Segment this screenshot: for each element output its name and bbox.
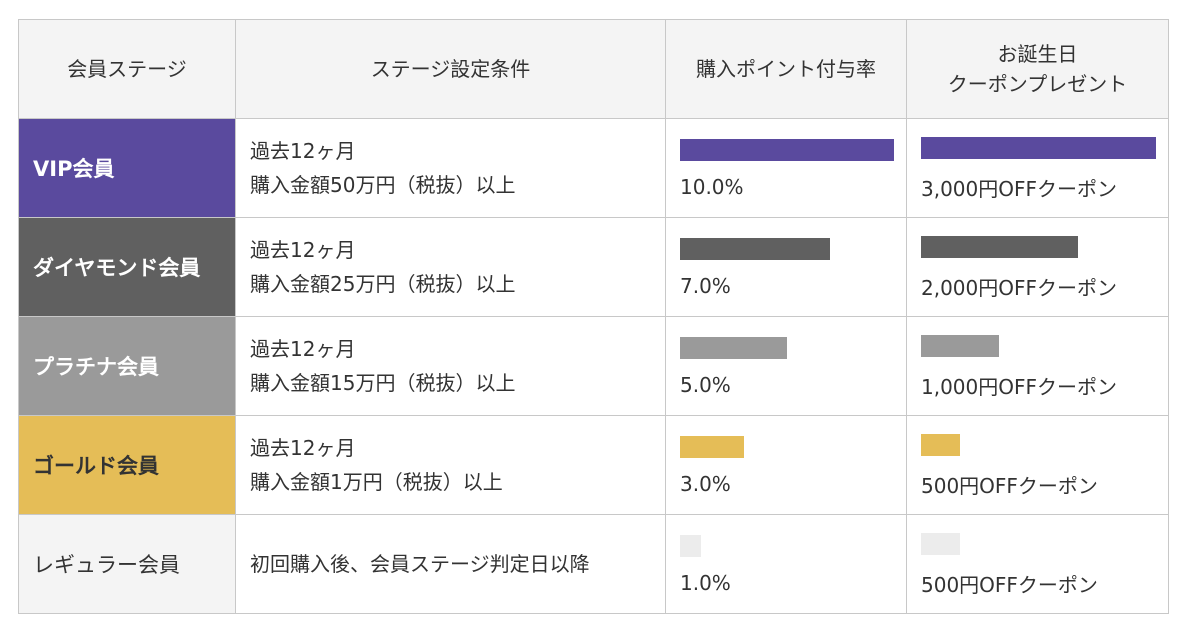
stage-cell: ダイヤモンド会員 <box>18 217 236 317</box>
points-cell: 7.0% <box>665 217 907 317</box>
points-value: 10.0% <box>680 175 744 199</box>
points-value: 5.0% <box>680 373 731 397</box>
stage-cell: プラチナ会員 <box>18 316 236 416</box>
points-bar <box>680 436 745 458</box>
table-row: レギュラー会員 初回購入後、会員ステージ判定日以降 1.0% 500円OFFクー… <box>18 514 1169 614</box>
stage-cell: VIP会員 <box>18 118 236 218</box>
coupon-cell: 1,000円OFFクーポン <box>906 316 1169 416</box>
stage-cell: レギュラー会員 <box>18 514 236 614</box>
member-stage-table: 会員ステージ ステージ設定条件 購入ポイント付与率 お誕生日 クーポンプレゼント… <box>18 19 1169 614</box>
condition-cell: 過去12ヶ月 購入金額25万円（税抜）以上 <box>235 217 666 317</box>
coupon-bar <box>921 136 1156 159</box>
condition-cell: 初回購入後、会員ステージ判定日以降 <box>235 514 666 614</box>
points-value: 3.0% <box>680 472 731 496</box>
coupon-value: 500円OFFクーポン <box>921 473 1098 498</box>
points-cell: 3.0% <box>665 415 907 515</box>
condition-line-1: 過去12ヶ月 <box>250 139 356 163</box>
coupon-value: 500円OFFクーポン <box>921 572 1098 597</box>
coupon-value: 2,000円OFFクーポン <box>921 275 1118 300</box>
table-row: ダイヤモンド会員 過去12ヶ月 購入金額25万円（税抜）以上 7.0% 2,00… <box>18 217 1169 317</box>
condition-line-2: 購入金額15万円（税抜）以上 <box>250 371 516 395</box>
condition-cell: 過去12ヶ月 購入金額50万円（税抜）以上 <box>235 118 666 218</box>
condition-line-1: 過去12ヶ月 <box>250 337 356 361</box>
condition-line-2: 購入金額25万円（税抜）以上 <box>250 272 516 296</box>
table-row: VIP会員 過去12ヶ月 購入金額50万円（税抜）以上 10.0% 3,000円… <box>18 118 1169 218</box>
coupon-value: 1,000円OFFクーポン <box>921 374 1118 399</box>
points-bar <box>680 337 787 359</box>
condition-line-1: 過去12ヶ月 <box>250 436 356 460</box>
points-bar <box>680 535 702 557</box>
points-cell: 5.0% <box>665 316 907 416</box>
condition-line-2: 購入金額1万円（税抜）以上 <box>250 470 503 494</box>
coupon-cell: 500円OFFクーポン <box>906 514 1169 614</box>
header-birthday-line1: お誕生日 <box>997 42 1078 66</box>
condition-cell: 過去12ヶ月 購入金額1万円（税抜）以上 <box>235 415 666 515</box>
condition-cell: 過去12ヶ月 購入金額15万円（税抜）以上 <box>235 316 666 416</box>
header-points: 購入ポイント付与率 <box>665 19 907 119</box>
header-birthday-coupon: お誕生日 クーポンプレゼント <box>906 19 1169 119</box>
table-row: プラチナ会員 過去12ヶ月 購入金額15万円（税抜）以上 5.0% 1,000円… <box>18 316 1169 416</box>
header-birthday-line2: クーポンプレゼント <box>947 72 1128 96</box>
points-cell: 10.0% <box>665 118 907 218</box>
coupon-cell: 2,000円OFFクーポン <box>906 217 1169 317</box>
condition-line-1: 初回購入後、会員ステージ判定日以降 <box>250 552 590 576</box>
coupon-value: 3,000円OFFクーポン <box>921 176 1118 201</box>
points-bar <box>680 139 894 161</box>
condition-line-2: 購入金額50万円（税抜）以上 <box>250 173 516 197</box>
header-stage: 会員ステージ <box>18 19 236 119</box>
table-header-row: 会員ステージ ステージ設定条件 購入ポイント付与率 お誕生日 クーポンプレゼント <box>18 19 1169 119</box>
stage-cell: ゴールド会員 <box>18 415 236 515</box>
points-value: 1.0% <box>680 571 731 595</box>
points-bar <box>680 238 830 260</box>
header-condition: ステージ設定条件 <box>235 19 666 119</box>
points-value: 7.0% <box>680 274 731 298</box>
points-cell: 1.0% <box>665 514 907 614</box>
coupon-bar <box>921 433 961 456</box>
coupon-cell: 3,000円OFFクーポン <box>906 118 1169 218</box>
table-row: ゴールド会員 過去12ヶ月 購入金額1万円（税抜）以上 3.0% 500円OFF… <box>18 415 1169 515</box>
condition-line-1: 過去12ヶ月 <box>250 238 356 262</box>
coupon-bar <box>921 532 961 555</box>
coupon-cell: 500円OFFクーポン <box>906 415 1169 515</box>
coupon-bar <box>921 334 1000 357</box>
coupon-bar <box>921 235 1078 258</box>
